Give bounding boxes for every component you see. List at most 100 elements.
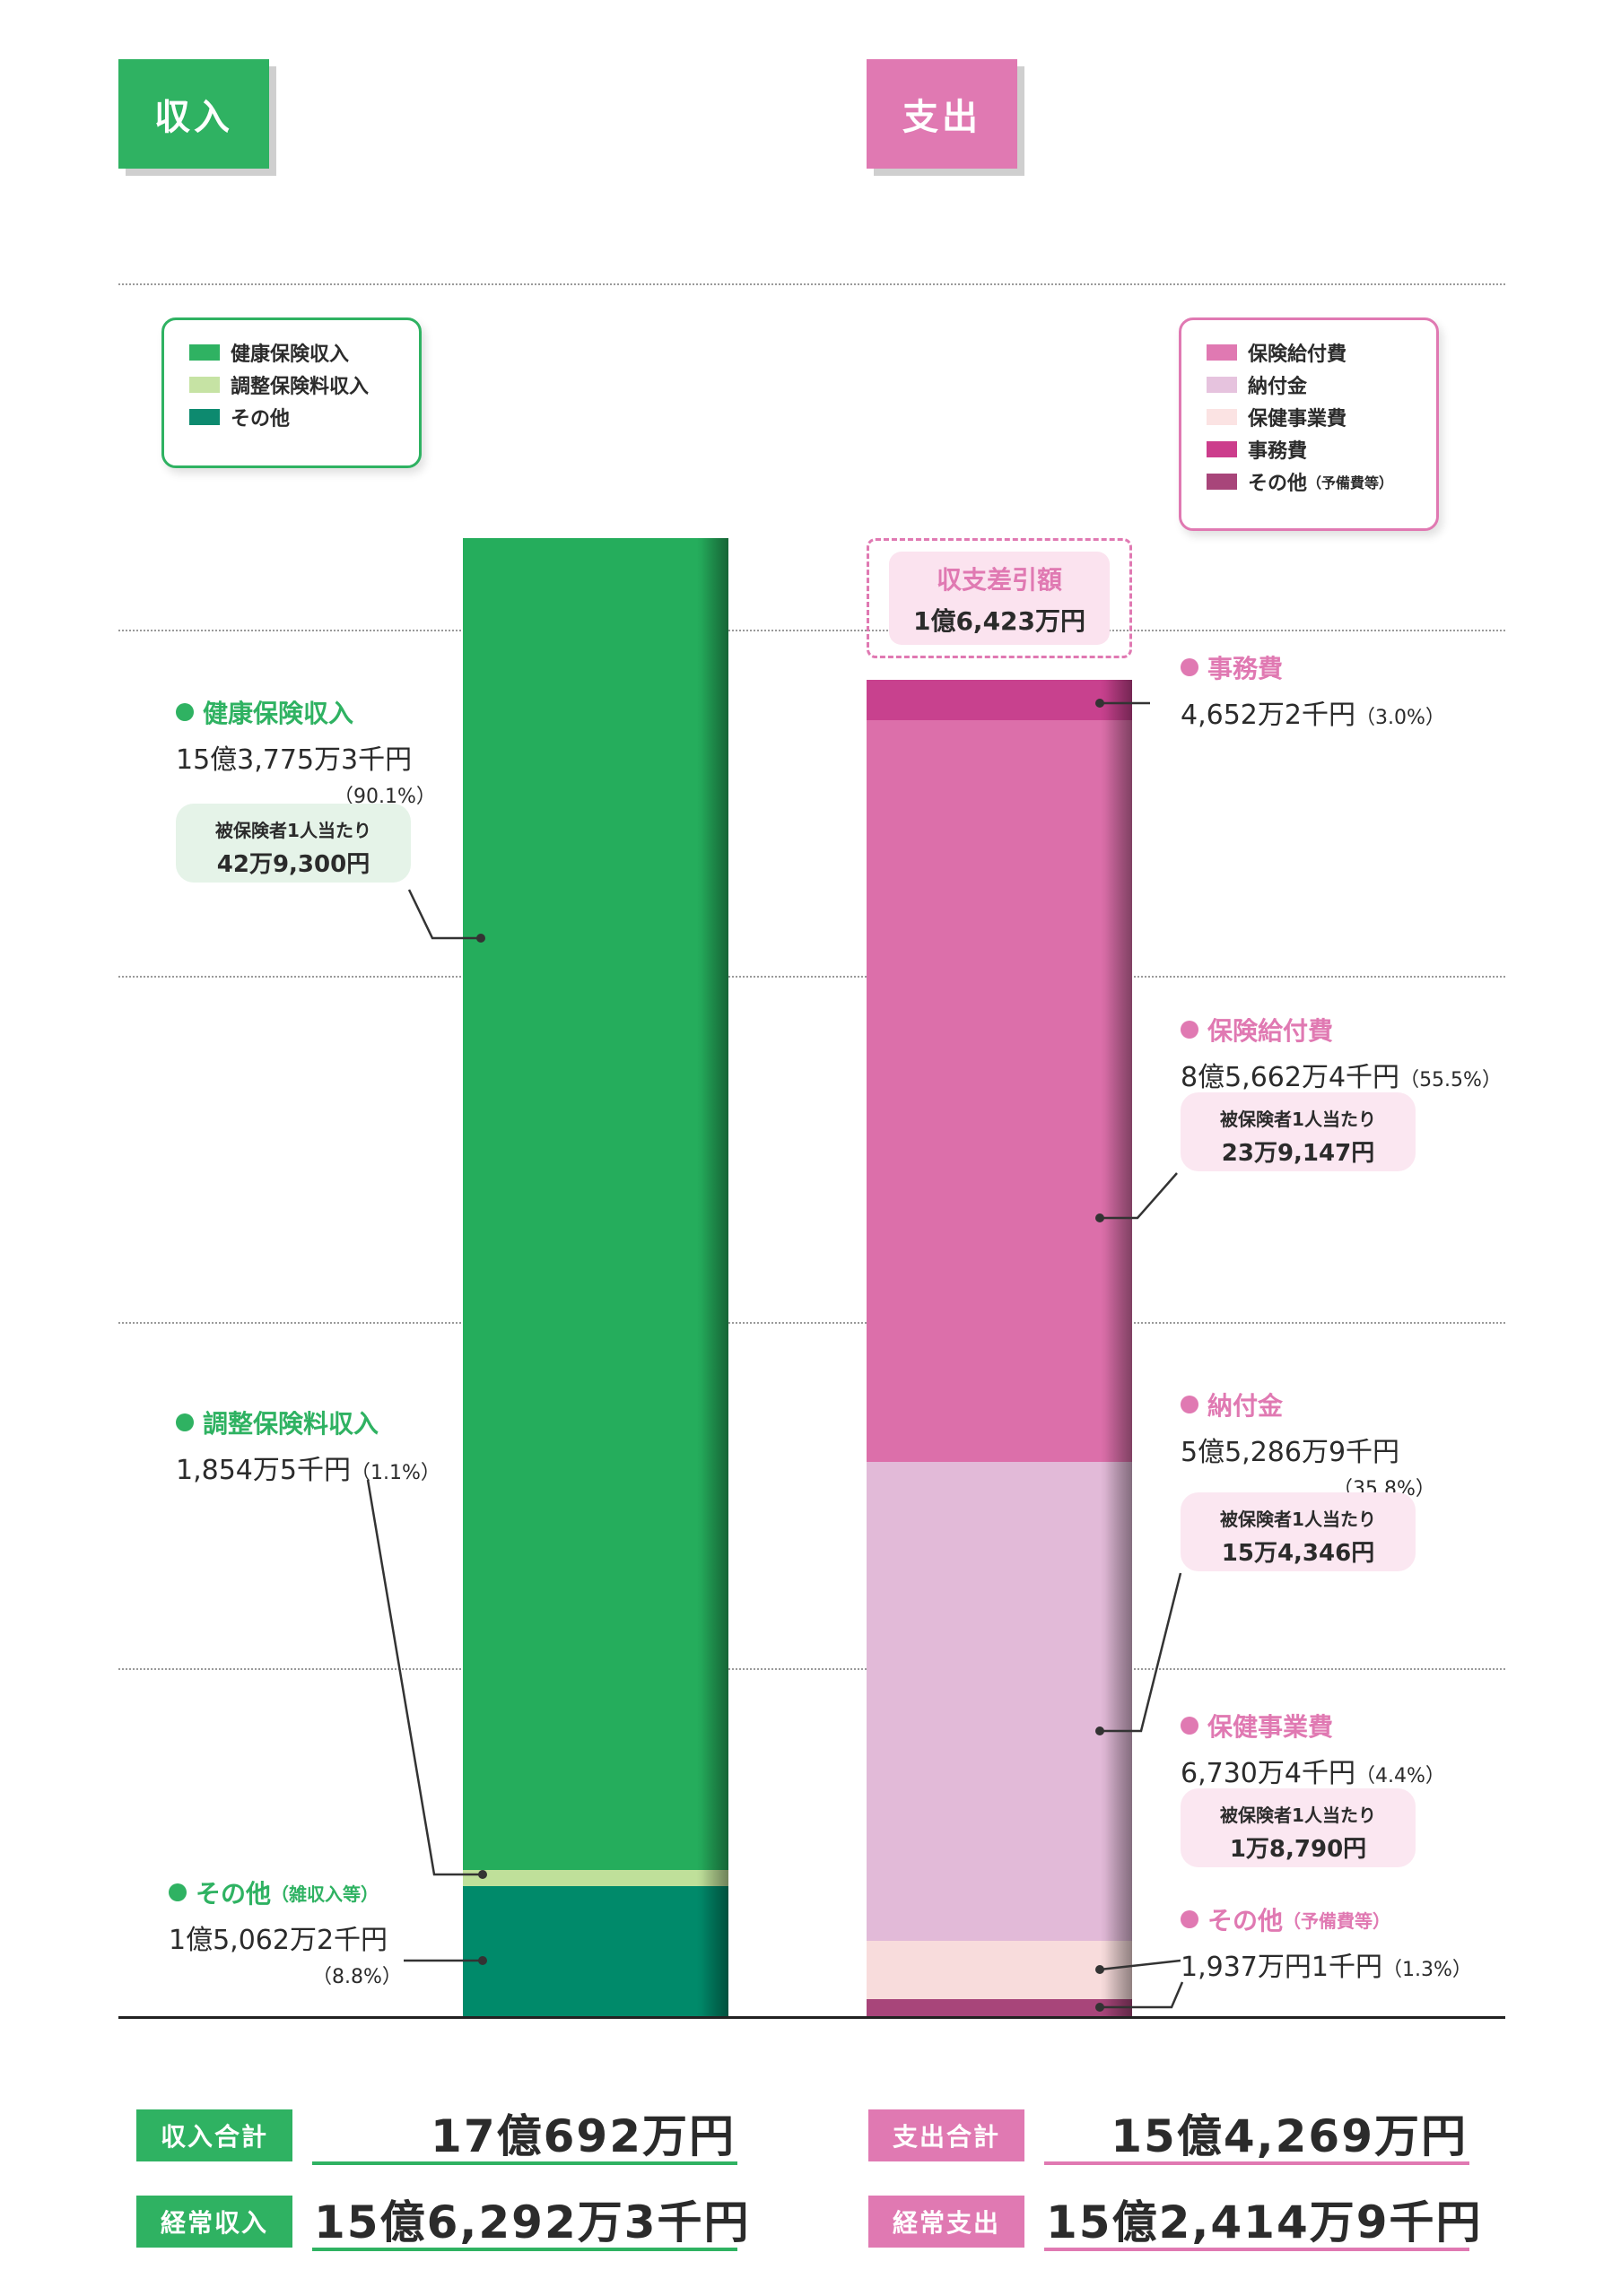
label-percent: （1.1%）	[350, 1462, 440, 1484]
expense-bar	[867, 680, 1132, 2016]
label-amount: 15億3,775万3千円	[176, 744, 413, 776]
label-amount: 6,730万4千円	[1181, 1758, 1355, 1789]
income-bar	[463, 538, 728, 2016]
income-total-underline	[312, 2161, 737, 2165]
label-title: 健康保険収入	[203, 699, 354, 728]
income-segment-2	[463, 538, 728, 1870]
label-percent: （1.3%）	[1381, 1959, 1472, 1981]
bar-edge-shade	[702, 538, 728, 2016]
income-header: 収入	[118, 59, 269, 169]
regular-income-badge: 経常収入	[136, 2196, 292, 2248]
label-amount: 5億5,286万9千円	[1181, 1437, 1400, 1468]
label-subtitle: （予備費等）	[1283, 1909, 1391, 1932]
per-person-health-income: 被保険者1人当たり 42万9,300円	[176, 804, 411, 883]
gridline	[118, 976, 1505, 978]
expense-legend: 保険給付費 納付金 保健事業費 事務費 その他 （予備費等）	[1179, 317, 1439, 531]
income-total-badge: 収入合計	[136, 2109, 292, 2161]
balance-amount: 1億6,423万円	[912, 606, 1086, 636]
label-benefit-expense: 保険給付費 8億5,662万4千円（55.5%）	[1181, 1012, 1502, 1094]
label-amount: 1億5,062万2千円	[169, 1925, 388, 1956]
regular-expense-underline	[1044, 2248, 1469, 2251]
bullet-dot	[1181, 1910, 1198, 1928]
legend-label: 健康保険収入	[231, 344, 350, 366]
label-title: 保健事業費	[1207, 1712, 1334, 1742]
label-health-program-expense: 保健事業費 6,730万4千円（4.4%）	[1181, 1708, 1445, 1790]
label-amount: 4,652万2千円	[1181, 700, 1355, 731]
per-person-health-program: 被保険者1人当たり 1万8,790円	[1181, 1788, 1416, 1867]
expense-segment-3	[867, 719, 1132, 1463]
expense-header: 支出	[867, 59, 1017, 169]
regular-expense-badge: 経常支出	[868, 2196, 1024, 2248]
income-total-value: 17億692万円	[431, 2110, 736, 2162]
legend-swatch	[189, 344, 220, 361]
per-person-value: 23万9,147円	[1221, 1140, 1375, 1167]
legend-item-adjust-income: 調整保険料収入	[189, 369, 419, 401]
legend-label: 納付金	[1248, 376, 1308, 398]
regular-income-value: 15億6,292万3千円	[314, 2196, 751, 2248]
per-person-value: 42万9,300円	[216, 851, 370, 878]
label-amount: 8億5,662万4千円	[1181, 1062, 1400, 1093]
regular-expense-value: 15億2,414万9千円	[1046, 2196, 1483, 2248]
gridline	[118, 283, 1505, 285]
label-percent: （3.0%）	[1355, 707, 1445, 729]
income-segment-0	[463, 1885, 728, 2016]
gridline	[118, 1668, 1505, 1670]
legend-item-payment: 納付金	[1207, 369, 1436, 401]
bullet-dot	[176, 1413, 194, 1431]
balance-box: 収支差引額 1億6,423万円	[867, 538, 1132, 658]
label-adjust-income: 調整保険料収入 1,854万5千円（1.1%）	[176, 1405, 440, 1487]
label-title: 事務費	[1207, 654, 1284, 683]
expense-total-underline	[1044, 2161, 1469, 2165]
balance-box-inner: 収支差引額 1億6,423万円	[889, 552, 1110, 645]
legend-sublabel: （予備費等）	[1307, 474, 1394, 491]
per-person-value: 1万8,790円	[1229, 1836, 1367, 1863]
legend-label: その他	[1248, 473, 1308, 495]
bullet-dot	[169, 1883, 187, 1901]
balance-title: 収支差引額	[936, 565, 1062, 595]
income-legend: 健康保険収入 調整保険料収入 その他	[161, 317, 422, 468]
label-percent: （4.4%）	[1355, 1765, 1445, 1787]
legend-label: 保険給付費	[1248, 344, 1347, 366]
label-subtitle: （雑収入等）	[271, 1883, 379, 1905]
expense-segment-4	[867, 680, 1132, 720]
expense-segment-0	[867, 1999, 1132, 2016]
legend-swatch	[1207, 441, 1237, 457]
income-segment-1	[463, 1869, 728, 1886]
label-title: 保険給付費	[1207, 1016, 1334, 1046]
label-payment-expense: 納付金 5億5,286万9千円 （35.8%）	[1181, 1387, 1435, 1501]
label-health-income: 健康保険収入 15億3,775万3千円 （90.1%）	[176, 694, 436, 809]
expense-segment-2	[867, 1462, 1132, 1942]
label-amount: 1,854万5千円	[176, 1455, 351, 1486]
label-title: その他	[196, 1879, 272, 1909]
baseline	[118, 2016, 1505, 2019]
legend-item-other-expense: その他 （予備費等）	[1207, 465, 1436, 498]
legend-label: 事務費	[1248, 440, 1308, 463]
bullet-dot	[1181, 658, 1198, 676]
legend-label: 保健事業費	[1248, 408, 1347, 430]
bullet-dot	[1181, 1021, 1198, 1039]
legend-swatch	[1207, 474, 1237, 490]
legend-label: その他	[231, 408, 291, 430]
legend-item-health-income: 健康保険収入	[189, 336, 419, 369]
label-percent: （8.8%）	[312, 1966, 402, 1988]
legend-swatch	[189, 377, 220, 393]
expense-total-value: 15億4,269万円	[1111, 2110, 1468, 2162]
label-title: 納付金	[1207, 1391, 1284, 1421]
legend-item-health-program: 保健事業費	[1207, 401, 1436, 433]
label-amount: 1,937万円1千円	[1181, 1952, 1382, 1983]
gridline	[118, 1322, 1505, 1324]
label-title: 調整保険料収入	[203, 1409, 379, 1439]
label-other-income: その他 （雑収入等） 1億5,062万2千円 （8.8%）	[169, 1874, 402, 1989]
label-other-expense: その他 （予備費等） 1,937万円1千円（1.3%）	[1181, 1901, 1472, 1984]
per-person-payment: 被保険者1人当たり 15万4,346円	[1181, 1492, 1416, 1571]
legend-item-other-income: その他	[189, 401, 419, 433]
per-person-label: 被保険者1人当たり	[1220, 1805, 1376, 1826]
per-person-benefit: 被保険者1人当たり 23万9,147円	[1181, 1092, 1416, 1171]
per-person-value: 15万4,346円	[1221, 1540, 1375, 1567]
expense-total-badge: 支出合計	[868, 2109, 1024, 2161]
label-percent: （55.5%）	[1399, 1069, 1502, 1091]
label-admin-expense: 事務費 4,652万2千円（3.0%）	[1181, 649, 1445, 732]
legend-swatch	[189, 409, 220, 425]
bullet-dot	[1181, 1396, 1198, 1413]
